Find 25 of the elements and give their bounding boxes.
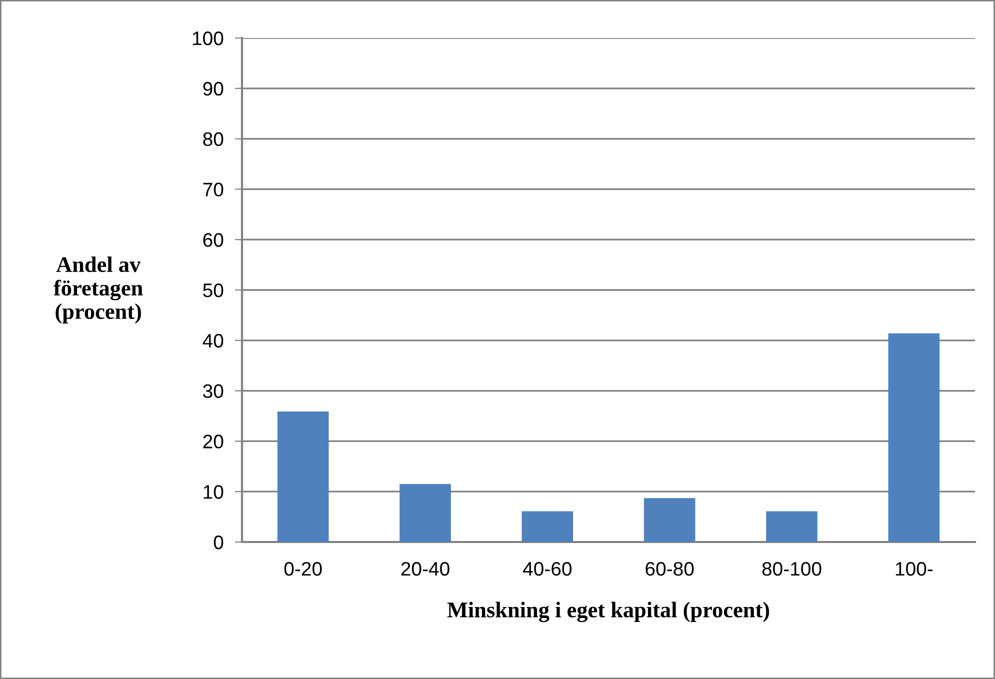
bar	[277, 411, 329, 542]
y-tick-label: 60	[203, 233, 224, 247]
x-tick-label: 20-40	[401, 562, 450, 576]
y-tick-label: 100	[192, 31, 224, 46]
y-tick-label: 70	[203, 182, 224, 196]
x-tick-label: 100-	[896, 562, 933, 576]
y-tick-label: 30	[203, 384, 224, 398]
x-tick-label: 40-60	[523, 562, 572, 576]
y-tick-label: 50	[203, 283, 224, 298]
x-tick-label: 80-100	[762, 562, 822, 576]
y-tick-label: 80	[203, 132, 224, 146]
bar	[400, 484, 451, 542]
bar	[522, 511, 574, 542]
y-tick-label: 20	[203, 434, 224, 448]
bar	[644, 498, 696, 542]
y-tick-label: 10	[204, 485, 224, 499]
y-tick-label: 40	[202, 334, 224, 348]
x-axis-title: Minskning i eget kapital (procent)	[447, 602, 770, 622]
x-tick-label: 60-80	[646, 562, 694, 576]
y-tick-label: 0	[214, 535, 224, 550]
y-axis-title: Andel av företagen (procent)	[54, 256, 143, 324]
bar	[766, 511, 818, 542]
y-tick-label: 90	[203, 82, 224, 96]
x-tick-label: 0-20	[284, 562, 322, 576]
bar	[888, 333, 940, 542]
